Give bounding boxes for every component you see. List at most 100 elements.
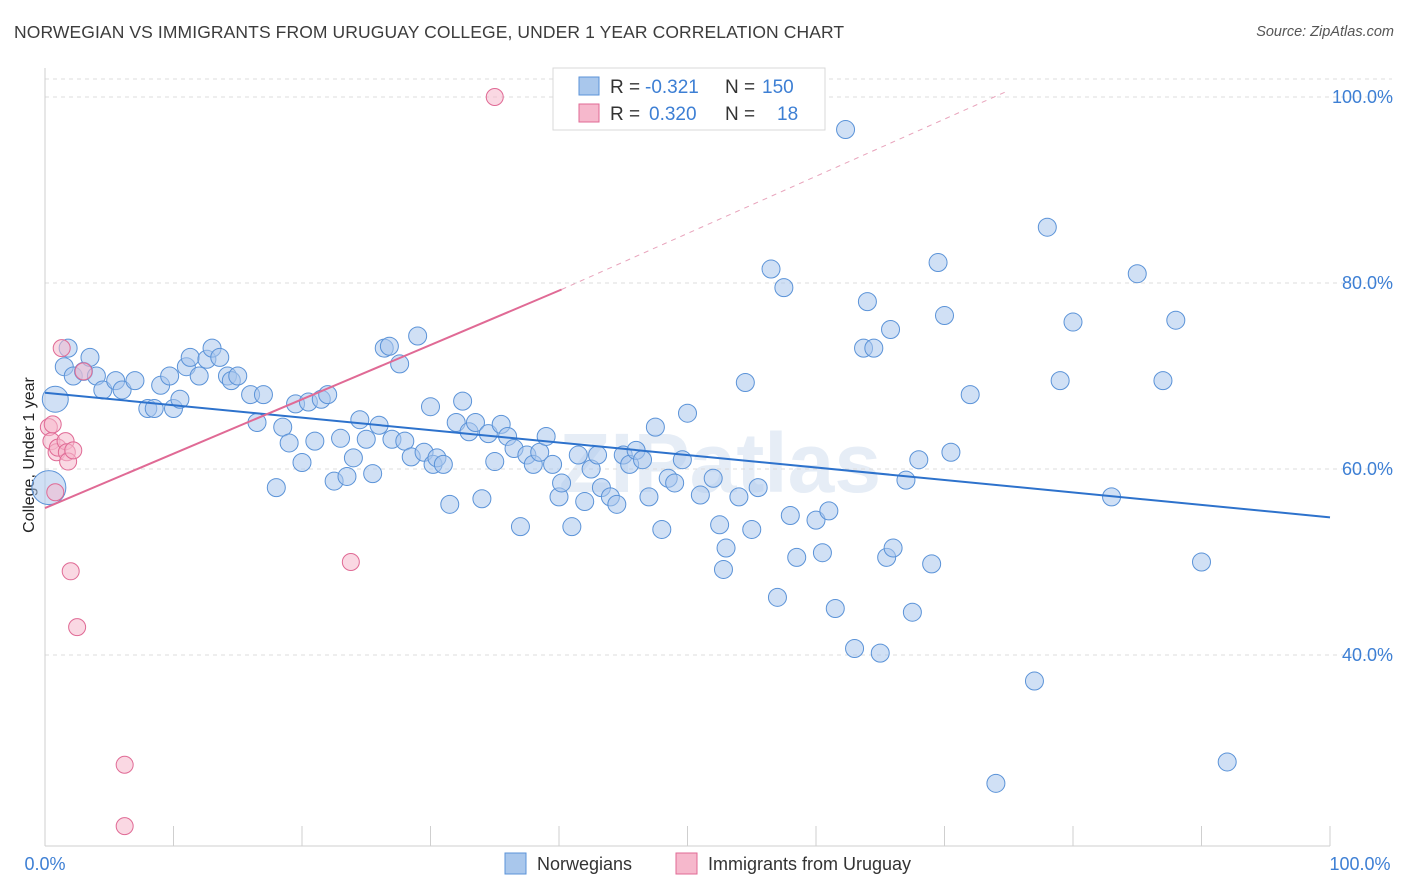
uruguay-point — [115, 755, 134, 774]
x-axis-ticks — [44, 826, 1331, 846]
norwegians-point — [331, 428, 351, 448]
norwegians-point — [845, 638, 865, 658]
legend-label-uruguay: Immigrants from Uruguay — [708, 854, 911, 874]
uruguay-trend-extension — [561, 90, 1009, 290]
norwegians-point — [568, 445, 588, 465]
norwegians-point — [41, 385, 69, 413]
uruguay-point — [43, 415, 62, 434]
norwegians-point — [780, 506, 800, 525]
norwegians-point — [883, 538, 903, 558]
legend-swatch-pink — [578, 103, 600, 123]
norwegians-point — [189, 366, 209, 386]
norwegians-point — [478, 424, 498, 444]
norwegians-trend-line — [44, 391, 1331, 519]
norwegians-point — [112, 380, 132, 400]
norwegians-point — [774, 278, 794, 298]
uruguay-point — [341, 553, 360, 571]
norwegians-point — [292, 452, 312, 472]
norwegians-point — [1050, 371, 1070, 391]
norwegians-point — [909, 450, 929, 470]
norwegians-point — [896, 470, 916, 490]
chart-title: NORWEGIAN VS IMMIGRANTS FROM URUGUAY COL… — [14, 22, 845, 42]
norwegians-point — [170, 389, 190, 409]
norwegians-point — [713, 559, 733, 579]
norwegians-point — [1127, 264, 1147, 284]
source-label: Source: ZipAtlas.com — [1256, 24, 1394, 40]
series-legend: Norwegians Immigrants from Uruguay — [504, 852, 911, 875]
legend-swatch-norwegians — [504, 852, 527, 875]
norwegians-point — [279, 433, 299, 453]
norwegians-point — [857, 292, 877, 312]
norwegians-point — [716, 538, 736, 558]
norwegians-point — [1166, 310, 1186, 330]
legend-n-value-1: 150 — [762, 77, 794, 98]
y-tick-labels: 40.0% 60.0% 80.0% 100.0% — [1332, 87, 1393, 665]
uruguay-point — [61, 562, 80, 581]
norwegians-point — [575, 492, 595, 512]
norwegians-point — [363, 464, 383, 484]
uruguay-point — [64, 441, 83, 460]
legend-n-label-2: N = — [725, 104, 755, 125]
norwegians-point — [836, 120, 856, 140]
norwegians-point — [806, 510, 826, 530]
norwegians-point — [356, 429, 376, 449]
legend-r-label-1: R = — [610, 77, 640, 98]
norwegians-point — [1153, 371, 1173, 391]
norwegians-point — [1024, 671, 1044, 691]
norwegians-point — [710, 515, 730, 535]
y-axis-label: College, Under 1 year — [21, 377, 38, 533]
uruguay-point — [68, 618, 87, 637]
norwegians-point — [1192, 552, 1211, 572]
uruguay-point — [485, 88, 504, 106]
norwegians-point — [928, 253, 948, 273]
norwegians-point — [767, 587, 787, 607]
norwegians-point — [607, 494, 627, 514]
norwegians-point — [935, 306, 954, 326]
norwegians-point — [337, 466, 357, 486]
legend-r-label-2: R = — [610, 104, 640, 125]
norwegians-point — [266, 478, 286, 498]
legend-r-value-2: 0.320 — [649, 104, 697, 125]
x-tick-label-max: 100.0% — [1329, 854, 1390, 874]
norwegians-point — [421, 397, 440, 417]
norwegians-point — [395, 431, 415, 451]
norwegians-points — [31, 120, 1237, 793]
norwegians-point — [485, 452, 505, 472]
norwegians-point — [125, 371, 145, 391]
norwegians-point — [742, 519, 762, 539]
norwegians-point — [1063, 312, 1083, 332]
norwegians-point — [690, 485, 710, 505]
norwegians-point — [639, 487, 659, 507]
norwegians-point — [652, 519, 672, 539]
norwegians-point — [510, 517, 530, 537]
norwegians-point — [633, 450, 653, 470]
norwegians-point — [160, 366, 180, 386]
x-tick-label-min: 0.0% — [24, 854, 65, 874]
norwegians-point — [1037, 217, 1057, 237]
legend-label-norwegians: Norwegians — [537, 854, 632, 874]
norwegians-point — [343, 448, 363, 468]
legend-n-label-1: N = — [725, 77, 755, 98]
uruguay-point — [74, 362, 93, 381]
y-tick-label-100: 100.0% — [1332, 87, 1393, 107]
norwegians-point — [812, 543, 832, 563]
norwegians-point — [440, 494, 460, 514]
norwegians-point — [941, 442, 961, 462]
legend-swatch-uruguay — [675, 852, 698, 875]
norwegians-point — [825, 599, 845, 618]
norwegians-point — [465, 413, 485, 432]
norwegians-point — [472, 489, 492, 509]
norwegians-point — [180, 347, 200, 367]
norwegians-point — [253, 385, 273, 405]
norwegians-point — [562, 517, 582, 537]
norwegians-point — [870, 643, 890, 663]
norwegians-point — [703, 468, 723, 488]
norwegians-point — [881, 320, 901, 339]
norwegians-point — [787, 547, 807, 567]
norwegians-point — [433, 454, 453, 474]
uruguay-trend-line — [44, 288, 562, 509]
y-tick-label-60: 60.0% — [1342, 459, 1393, 479]
norwegians-point — [1217, 752, 1237, 772]
norwegians-point — [735, 373, 755, 393]
norwegians-point — [665, 473, 685, 493]
